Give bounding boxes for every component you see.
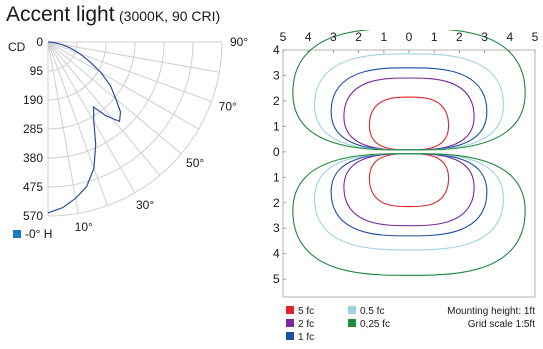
top-tick-label: 1 (380, 30, 387, 44)
angle-grid-spoke (47, 41, 182, 155)
angle-grid-spoke (47, 41, 199, 130)
legend-label-025fc: 0,25 fc (360, 319, 390, 330)
angle-grid-spoke (47, 41, 212, 102)
left-tick-label: 2 (273, 94, 280, 108)
left-tick-label: 3 (273, 68, 280, 82)
left-tick-label: 1 (273, 119, 280, 133)
polar-grid (47, 41, 223, 217)
top-tick-label: 2 (456, 30, 463, 44)
legend-swatch-025fc (348, 319, 356, 327)
isolux-grid (282, 49, 536, 280)
legend-label-05fc: 0.5 fc (360, 306, 384, 317)
isolux-plot-frame (282, 49, 536, 298)
angle-label: 50° (186, 156, 204, 170)
cd-label: CD (8, 40, 26, 54)
mounting-height-note: Mounting height: 1ft (447, 306, 535, 317)
legend-label-5fc: 5 fc (298, 306, 314, 317)
title-main: Accent light (6, 3, 115, 26)
legend-label-2fc: 2 fc (298, 319, 314, 330)
angle-label: 70° (219, 99, 237, 113)
left-tick-label: 5 (273, 272, 280, 286)
isolux-left-ticks: 4 3 2 1 0 1 2 3 4 5 (273, 43, 280, 286)
top-tick-label: 5 (532, 30, 539, 44)
left-tick-label: 4 (273, 43, 280, 57)
angle-grid-spoke (47, 41, 108, 206)
angle-label: 10° (75, 220, 93, 234)
left-tick-label: 1 (273, 170, 280, 184)
radial-grid-arc (47, 41, 223, 217)
isolux-contour (368, 96, 450, 208)
isolux-contour (330, 67, 488, 237)
legend-swatch-1fc (286, 332, 294, 340)
chart-title: Accent light (3000K, 90 CRI) (6, 3, 220, 27)
left-tick-label: 0 (273, 145, 280, 159)
isolux-contour (313, 53, 505, 251)
isolux-legend: 5 fc 2 fc 1 fc 0.5 fc 0,25 fc (286, 306, 390, 343)
angle-grid-spoke (47, 41, 79, 214)
angle-grid-spoke (47, 41, 220, 73)
polar-candela-chart: CD 0 95 190 285 380 475 570 90° 70° 50° 30° 10° -0… (8, 35, 249, 241)
candela-curve (47, 41, 122, 214)
angle-label: 90° (230, 35, 248, 49)
angle-grid-spoke (47, 41, 136, 193)
radial-grid-arc (47, 41, 107, 101)
legend-label-1fc: 1 fc (298, 332, 314, 343)
radial-tick-label: 475 (23, 180, 43, 194)
top-tick-label: 1 (431, 30, 438, 44)
angle-grid-spoke (47, 41, 161, 176)
isolux-top-ticks: 5 4 3 2 1 0 1 2 3 4 5 (280, 30, 539, 44)
radial-tick-label: 190 (23, 93, 43, 107)
polar-legend-label: -0° H (25, 227, 52, 241)
left-tick-label: 3 (273, 221, 280, 235)
top-tick-label: 4 (305, 30, 312, 44)
grid-scale-note: Grid scale 1:5ft (468, 319, 535, 330)
legend-swatch-5fc (286, 306, 294, 314)
legend-swatch-2fc (286, 319, 294, 327)
polar-legend-swatch (13, 230, 21, 238)
isolux-contour (292, 30, 526, 276)
radial-tick-label: 0 (36, 35, 43, 49)
radial-tick-label: 380 (23, 151, 43, 165)
top-tick-label: 2 (355, 30, 362, 44)
top-tick-label: 5 (280, 30, 287, 44)
left-tick-label: 2 (273, 196, 280, 210)
polar-series (47, 41, 122, 214)
top-tick-label: 4 (506, 30, 513, 44)
legend-swatch-05fc (348, 306, 356, 314)
radial-tick-labels: 0 95 190 285 380 475 570 (23, 35, 43, 223)
radial-grid-arc (47, 41, 194, 188)
top-tick-label: 3 (481, 30, 488, 44)
isolux-contour (343, 77, 475, 227)
radial-tick-label: 285 (23, 122, 43, 136)
angle-label: 30° (136, 198, 154, 212)
top-tick-label: 0 (406, 30, 413, 44)
radial-tick-label: 570 (23, 209, 43, 223)
radial-tick-label: 95 (30, 64, 44, 78)
title-subtitle: (3000K, 90 CRI) (119, 8, 221, 24)
isolux-contours (292, 30, 526, 276)
angle-labels: 90° 70° 50° 30° 10° (75, 35, 249, 234)
top-tick-label: 3 (330, 30, 337, 44)
radial-grid-arc (47, 41, 165, 159)
left-tick-label: 4 (273, 247, 280, 261)
radial-grid-arc (47, 41, 136, 130)
